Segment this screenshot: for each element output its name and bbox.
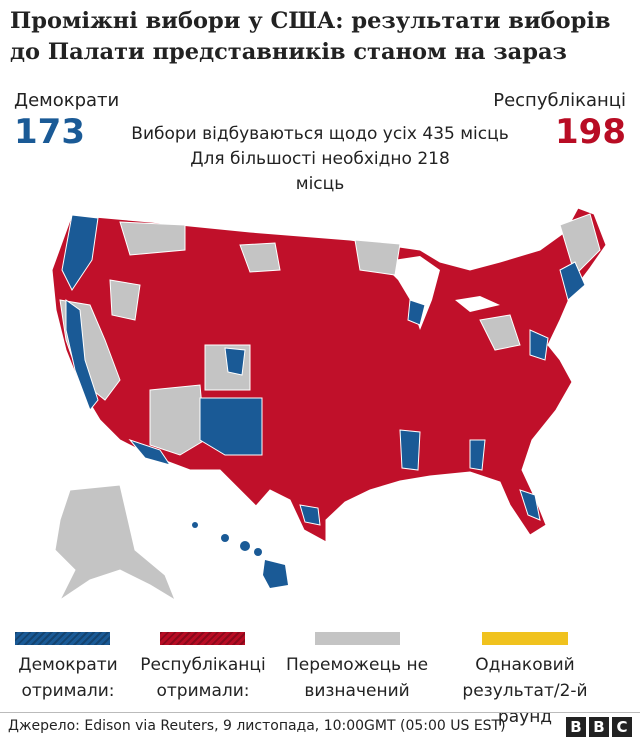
source: Джерело: Edison via Reuters, 9 листопада… [8,718,506,734]
note-line: Вибори відбуваються щодо усіх 435 місць [131,124,509,144]
title-line: до Палати представників станом на зараз [10,39,567,65]
legend-label-line: Переможець не [285,655,429,675]
rep-label: Республіканці [493,90,626,111]
legend-swatch [160,632,245,645]
legend-label: Республіканці отримали: [123,652,283,704]
footer-rule [0,712,640,713]
title-line: Проміжні вибори у США: результати виборі… [10,8,611,34]
map [51,207,607,602]
legend-label-line: отримали: [156,681,250,701]
title: Проміжні вибори у США: результати виборі… [10,6,611,68]
logo-letter: B [566,717,586,737]
legend-label: Переможець не визначений [277,652,437,704]
legend-label: Демократи отримали: [0,652,148,704]
logo-letter: B [589,717,609,737]
dem-label: Демократи [14,90,120,111]
undecided-areas [59,213,601,456]
legend-swatch [315,632,400,645]
logo-letter: C [612,717,632,737]
dem-seats: 173 [14,112,85,152]
legend-label-line: Однаковий [475,655,575,675]
contiguous-us [51,207,607,543]
legend-label: Однаковий результат/2-й раунд [445,652,605,730]
alaska [54,484,177,602]
legend-label-line: отримали: [21,681,115,701]
note-line: Для більшості необхідно 218 [190,149,450,169]
legend-label-line: Демократи [18,655,118,675]
legend-label-line: Республіканці [140,655,266,675]
note-line: місць [295,174,345,194]
hawaii [192,522,288,588]
democrat-areas [61,214,586,526]
rep-seats: 198 [555,112,626,152]
note: Вибори відбуваються щодо усіх 435 місць … [100,122,540,197]
legend-swatch [482,632,568,645]
legend-label-line: визначений [304,681,410,701]
legend-swatch [15,632,110,645]
great-lakes [380,256,500,330]
